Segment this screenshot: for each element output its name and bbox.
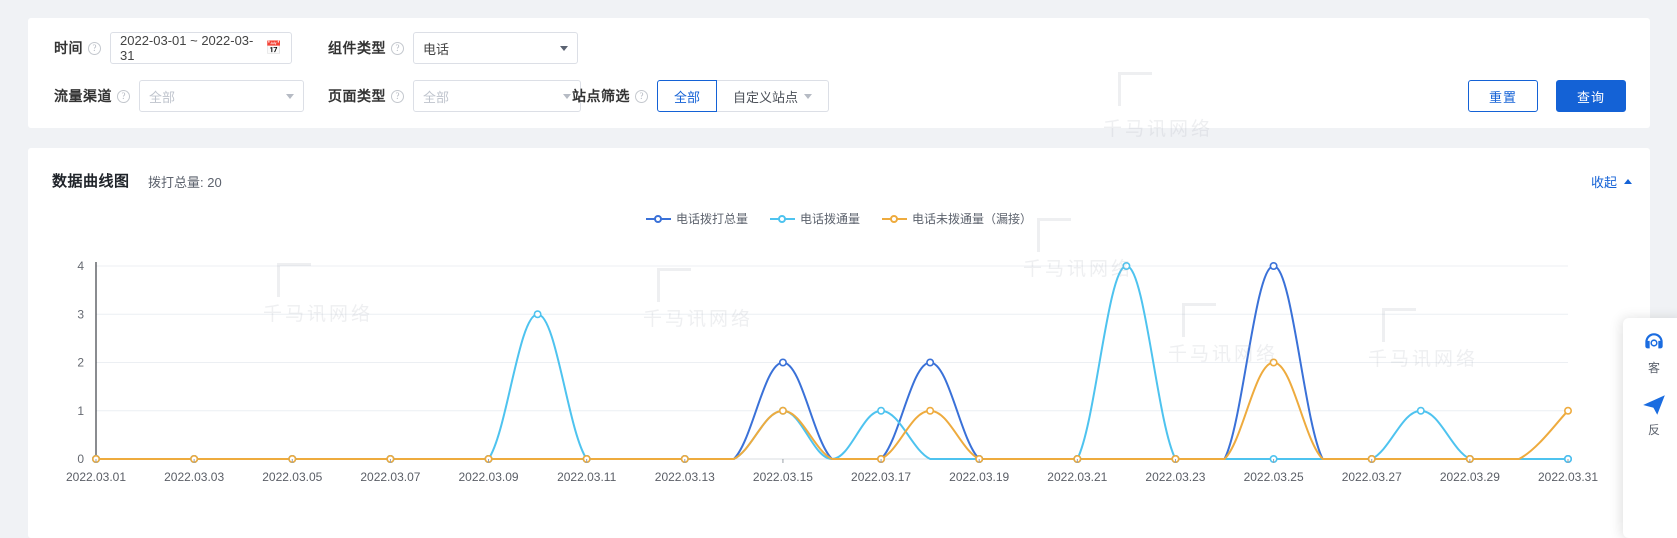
x-axis-tick-label: 2022.03.17 — [851, 470, 911, 484]
legend-item[interactable]: 电话未拨通量（漏接） — [882, 210, 1032, 227]
x-axis-tick-label: 2022.03.01 — [66, 470, 126, 484]
traffic-channel-value: 全部 — [149, 89, 176, 105]
filter-page-type-group: 页面类型 ? 全部 — [328, 80, 581, 112]
filter-component-type-label: 组件类型 — [328, 40, 386, 56]
watermark-text: 千马讯网络 — [1103, 118, 1214, 140]
x-axis-tick-label: 2022.03.11 — [557, 470, 616, 484]
x-axis-tick-label: 2022.03.15 — [753, 470, 813, 484]
filter-traffic-channel-group: 流量渠道 ? 全部 — [54, 80, 304, 112]
help-icon[interactable]: ? — [391, 89, 404, 103]
headset-icon — [1645, 333, 1663, 349]
page-type-value: 全部 — [423, 89, 450, 105]
data-point-marker[interactable] — [926, 406, 935, 415]
watermark-bracket — [1118, 72, 1152, 106]
legend-item[interactable]: 电话拨打总量 — [645, 210, 748, 227]
query-button-wrap: 查询 — [1555, 80, 1626, 112]
x-axis-tick-label: 2022.03.05 — [262, 470, 322, 484]
filter-component-type-group: 组件类型 ? 电话 — [328, 32, 578, 64]
filter-site-group: 站点筛选 ? 全部 自定义站点 — [572, 80, 830, 112]
y-axis-tick-label: 2 — [77, 356, 84, 370]
calendar-icon: 📅 — [265, 40, 282, 55]
site-filter-option-all[interactable]: 全部 — [657, 80, 718, 112]
date-range-value: 2022-03-01 ~ 2022-03-31 — [120, 33, 254, 63]
data-point-marker[interactable] — [1269, 358, 1278, 367]
component-type-select[interactable]: 电话 — [413, 32, 578, 64]
chevron-down-icon — [286, 93, 294, 99]
chart-legend: 电话拨打总量 电话拨通量 电话未拨通量（漏接） — [28, 210, 1650, 227]
page-title: 数据曲线图 — [52, 173, 130, 190]
x-axis-tick-label: 2022.03.07 — [360, 470, 420, 484]
data-point-marker[interactable] — [533, 310, 542, 319]
data-point-marker[interactable] — [1564, 406, 1573, 415]
data-point-marker[interactable] — [877, 406, 886, 415]
filter-traffic-channel-label: 流量渠道 — [54, 88, 112, 104]
legend-marker-icon — [769, 214, 795, 224]
y-axis-tick-label: 1 — [77, 404, 84, 418]
reset-button-wrap: 重置 — [1467, 80, 1538, 112]
y-axis-tick-label: 0 — [77, 452, 84, 466]
feedback-label: 反 — [1647, 423, 1660, 437]
legend-marker-icon — [882, 214, 907, 224]
help-icon[interactable]: ? — [635, 89, 648, 103]
filter-page-type-label: 页面类型 — [328, 88, 386, 104]
x-axis-tick-label: 2022.03.27 — [1342, 470, 1402, 484]
traffic-channel-select[interactable]: 全部 — [139, 80, 304, 112]
x-axis-tick-label: 2022.03.31 — [1538, 470, 1598, 484]
legend-label: 电话拨通量 — [799, 212, 860, 226]
data-point-marker[interactable] — [1269, 261, 1278, 270]
page-type-select[interactable]: 全部 — [413, 80, 581, 112]
paper-plane-icon — [1643, 395, 1665, 415]
help-icon[interactable]: ? — [391, 41, 404, 55]
filter-time-label: 时间 — [54, 40, 83, 56]
x-axis-tick-label: 2022.03.21 — [1047, 470, 1107, 484]
data-point-marker[interactable] — [1416, 406, 1425, 415]
total-dial-count: 拨打总量: 20 — [148, 175, 222, 190]
customer-service-widget: 客 反 — [1623, 318, 1677, 538]
filter-time-group: 时间 ? 2022-03-01 ~ 2022-03-31 📅 — [54, 32, 292, 64]
filter-panel: 时间 ? 2022-03-01 ~ 2022-03-31 📅 组件类型 ? 电话… — [28, 18, 1650, 140]
help-icon[interactable]: ? — [117, 89, 130, 103]
chevron-down-icon — [560, 45, 568, 51]
x-axis-tick-label: 2022.03.03 — [164, 470, 224, 484]
date-range-input[interactable]: 2022-03-01 ~ 2022-03-31 📅 — [110, 32, 292, 64]
reset-button[interactable]: 重置 — [1467, 80, 1538, 112]
collapse-toggle[interactable]: 收起 — [1591, 172, 1632, 191]
chart-series — [95, 361, 1569, 460]
site-filter-option-custom[interactable]: 自定义站点 — [717, 80, 830, 112]
chevron-down-icon — [804, 93, 813, 99]
legend-label: 电话拨打总量 — [675, 212, 748, 226]
y-axis-tick-label: 3 — [77, 307, 84, 321]
data-point-marker[interactable] — [778, 406, 787, 415]
x-axis-tick-label: 2022.03.25 — [1244, 470, 1304, 484]
service-chat-label: 客 — [1647, 361, 1660, 375]
help-icon[interactable]: ? — [88, 41, 101, 55]
component-type-value: 电话 — [423, 41, 450, 57]
series-line — [95, 361, 1569, 460]
data-point-marker[interactable] — [778, 358, 787, 367]
y-axis-tick-label: 4 — [77, 259, 84, 273]
feedback-button[interactable]: 反 — [1623, 392, 1677, 438]
service-chat-button[interactable]: 客 — [1623, 330, 1677, 376]
chart-card: 数据曲线图 拨打总量: 20 收起 电话拨打总量 电话拨通量 电话未拨通量（漏接） … — [28, 148, 1650, 538]
query-button[interactable]: 查询 — [1555, 80, 1626, 112]
legend-item[interactable]: 电话拨通量 — [769, 210, 860, 227]
data-point-marker[interactable] — [926, 358, 935, 367]
legend-marker-icon — [645, 214, 671, 224]
x-axis-tick-label: 2022.03.09 — [459, 470, 519, 484]
x-axis-tick-label: 2022.03.29 — [1440, 470, 1500, 484]
collapse-label: 收起 — [1590, 175, 1617, 190]
chevron-up-icon — [1624, 179, 1632, 184]
chevron-down-icon — [563, 93, 571, 99]
chart-plot-area: 0 1 2 3 4 2022.03.01 2022.03.03 2022.03.05 2022.… — [28, 218, 1650, 538]
site-filter-segmented: 全部 自定义站点 — [657, 80, 830, 112]
filter-site-label: 站点筛选 — [572, 88, 630, 104]
x-axis-tick-label: 2022.03.19 — [949, 470, 1009, 484]
legend-label: 电话未拨通量（漏接） — [912, 212, 1033, 226]
x-axis-tick-label: 2022.03.13 — [655, 470, 715, 484]
data-point-marker[interactable] — [1122, 261, 1131, 270]
x-axis-tick-label: 2022.03.23 — [1145, 470, 1205, 484]
line-chart-svg: 0 1 2 3 4 2022.03.01 2022.03.03 2022.03.05 2022.… — [66, 259, 1598, 484]
